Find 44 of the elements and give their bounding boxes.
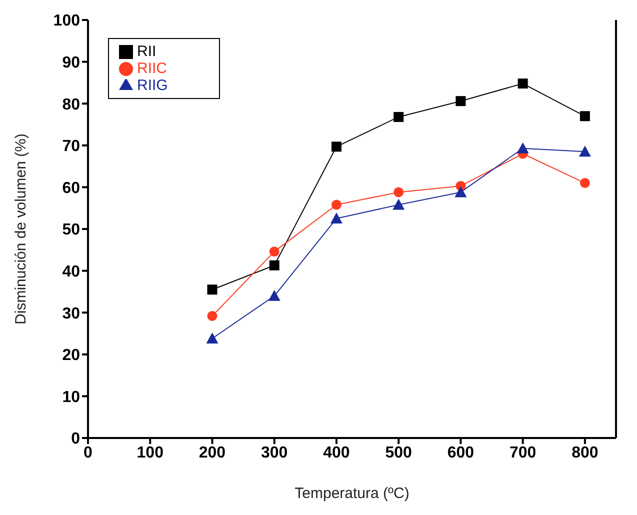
x-axis-title: Temperatura (ºC) [294, 485, 410, 502]
point [330, 212, 342, 224]
point [394, 187, 404, 198]
point [269, 246, 280, 257]
x-tick-label: 200 [198, 444, 226, 462]
legend-label: RIIC [137, 60, 167, 77]
point [516, 142, 529, 154]
point [207, 310, 218, 321]
y-tick-label: 100 [53, 12, 80, 30]
point [456, 96, 466, 106]
legend-label: RIIG [137, 77, 168, 94]
point [518, 78, 528, 89]
point [331, 142, 342, 152]
point [207, 284, 218, 295]
y-tick-label: 20 [62, 347, 80, 364]
x-tick-label: 700 [509, 444, 536, 462]
x-tick-label: 600 [447, 444, 474, 462]
y-tick-label: 60 [62, 180, 80, 197]
point [269, 260, 280, 270]
point [394, 112, 404, 122]
y-tick-label: 10 [62, 388, 80, 406]
y-tick-label: 0 [71, 430, 80, 448]
point [580, 111, 590, 122]
y-tick-label: 80 [62, 96, 80, 114]
x-tick-label: 400 [323, 444, 350, 462]
point [580, 178, 590, 188]
y-tick-label: 50 [62, 222, 80, 239]
y-tick-label: 70 [62, 138, 80, 156]
x-tick-label: 800 [572, 444, 598, 462]
point [268, 290, 280, 301]
y-tick-label: 40 [62, 263, 80, 280]
point [578, 146, 591, 157]
y-axis-title: Disminución de volumen (%) [12, 134, 30, 324]
point [206, 332, 218, 344]
point [392, 198, 405, 210]
x-tick-label: 500 [385, 444, 412, 462]
x-tick-label: 0 [84, 444, 93, 462]
y-tick-label: 30 [62, 305, 80, 322]
point [331, 200, 342, 210]
x-tick-label: 300 [261, 444, 288, 462]
point [454, 186, 467, 198]
legend-label: RII [137, 43, 156, 60]
x-tick-label: 100 [136, 444, 164, 462]
y-tick-label: 90 [62, 54, 80, 72]
